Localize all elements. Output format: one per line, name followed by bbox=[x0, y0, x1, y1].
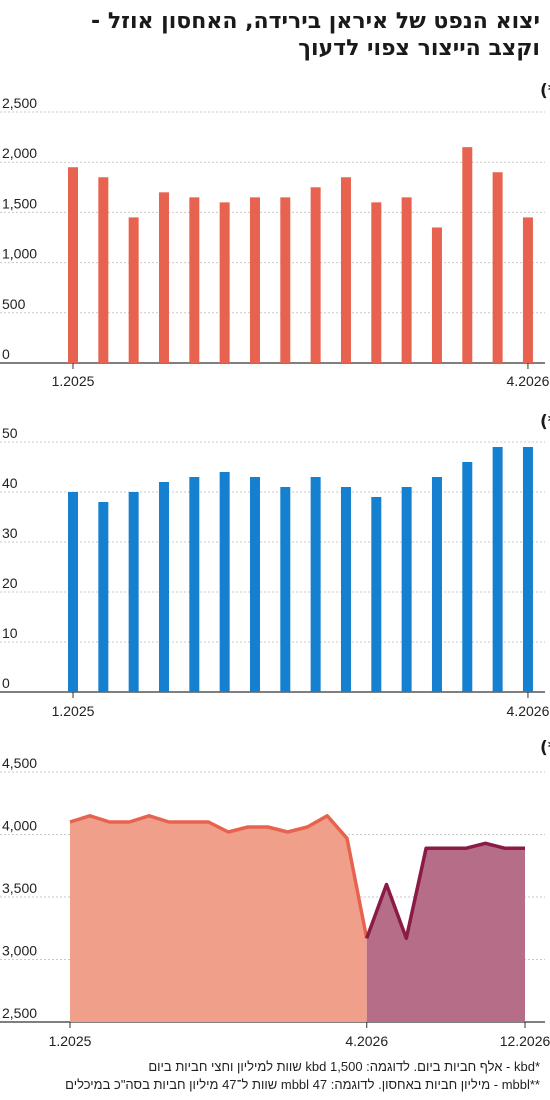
chart-title-1: יצוא נפט (kbd*) bbox=[540, 81, 550, 101]
x-tick-label: 1.2025 bbox=[49, 1033, 92, 1049]
bar-3 bbox=[128, 217, 139, 363]
bar-1 bbox=[68, 492, 78, 692]
bar-2 bbox=[98, 177, 109, 363]
bar-10 bbox=[340, 177, 351, 363]
bar-15 bbox=[492, 172, 503, 363]
chart-title-2: מלאי (mbbl**) bbox=[540, 412, 550, 432]
bar-16 bbox=[522, 217, 533, 363]
footnote-mbbl: **mbbl - מיליון חביות באחסון. לדוגמה: 47… bbox=[65, 1077, 540, 1092]
x-tick-label: 1.2025 bbox=[52, 703, 95, 719]
bar-14 bbox=[462, 147, 473, 363]
x-tick-label: 4.2026 bbox=[507, 373, 550, 389]
area-fill-series-2 bbox=[366, 843, 525, 1022]
y-tick-label: 2,000 bbox=[2, 145, 37, 161]
y-tick-label: 3,500 bbox=[2, 880, 37, 896]
bar-11 bbox=[371, 497, 382, 692]
bar-9 bbox=[310, 477, 321, 692]
bar-6 bbox=[219, 472, 230, 692]
y-tick-label: 1,500 bbox=[2, 195, 37, 211]
y-tick-label: 10 bbox=[2, 625, 18, 641]
bar-13 bbox=[431, 477, 442, 692]
bar-2 bbox=[98, 502, 109, 692]
bar-11 bbox=[371, 202, 382, 363]
bar-5 bbox=[189, 477, 200, 692]
y-tick-label: 500 bbox=[2, 296, 26, 312]
y-tick-label: 3,000 bbox=[2, 943, 37, 959]
bar-13 bbox=[431, 227, 442, 363]
area-fill-series-1 bbox=[70, 815, 367, 1022]
y-tick-label: 50 bbox=[2, 425, 18, 441]
bar-7 bbox=[249, 197, 260, 363]
chart-title-3: קצב ייצור צפוי (kdb*) bbox=[540, 738, 550, 758]
bar-7 bbox=[249, 477, 260, 692]
page-title-line-2: וקצב הייצור צפוי לדעוך bbox=[298, 36, 540, 61]
y-tick-label: 2,500 bbox=[2, 1005, 37, 1021]
bar-16 bbox=[522, 447, 533, 692]
bar-3 bbox=[128, 492, 139, 692]
x-tick-label: 1.2025 bbox=[52, 373, 95, 389]
y-tick-label: 4,500 bbox=[2, 755, 37, 771]
footnote-kbd: *kbd - אלף חביות ביום. לדוגמה: 1,500 kbd… bbox=[148, 1059, 540, 1074]
bar-9 bbox=[310, 187, 321, 363]
title-block: יצוא הנפט של איראן בירידה, האחסון אוזל -… bbox=[10, 8, 540, 62]
y-tick-label: 4,000 bbox=[2, 818, 37, 834]
bar-5 bbox=[189, 197, 200, 363]
bar-15 bbox=[492, 447, 503, 692]
bar-8 bbox=[280, 197, 291, 363]
page-title-line-1: יצוא הנפט של איראן בירידה, האחסון אוזל - bbox=[91, 9, 540, 34]
bar-4 bbox=[158, 192, 169, 363]
x-tick-label: 12.2026 bbox=[500, 1033, 550, 1049]
footnotes: *kbd - אלף חביות ביום. לדוגמה: 1,500 kbd… bbox=[10, 1058, 540, 1094]
bar-10 bbox=[340, 487, 351, 692]
y-tick-label: 30 bbox=[2, 525, 18, 541]
x-tick-label: 4.2026 bbox=[507, 703, 550, 719]
bar-6 bbox=[219, 202, 230, 363]
bar-1 bbox=[68, 167, 78, 363]
x-tick-label: 4.2026 bbox=[345, 1033, 388, 1049]
y-tick-label: 40 bbox=[2, 475, 18, 491]
bar-12 bbox=[401, 487, 412, 692]
y-tick-label: 2,500 bbox=[2, 95, 37, 111]
y-tick-label: 0 bbox=[2, 346, 10, 362]
y-tick-label: 1,000 bbox=[2, 246, 37, 262]
bar-8 bbox=[280, 487, 291, 692]
y-tick-label: 20 bbox=[2, 575, 18, 591]
line-series-1 bbox=[69, 814, 369, 939]
bar-4 bbox=[158, 482, 169, 692]
line-series-2 bbox=[365, 841, 525, 941]
y-tick-label: 0 bbox=[2, 675, 10, 691]
bar-12 bbox=[401, 197, 412, 363]
bar-14 bbox=[462, 462, 473, 692]
